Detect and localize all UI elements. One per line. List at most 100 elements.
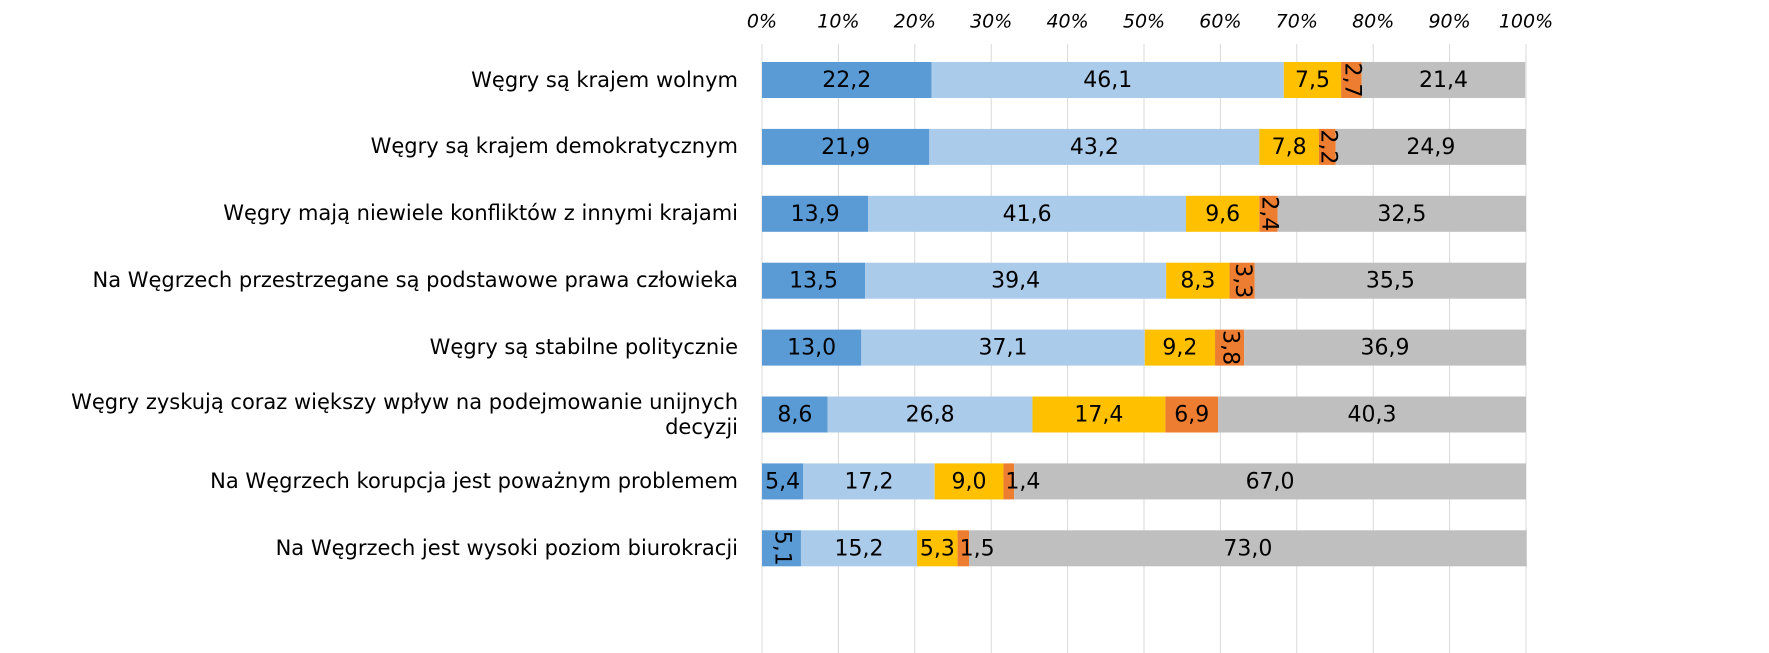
bar-segment	[762, 530, 801, 567]
bar-segment	[929, 128, 1260, 165]
data-label: 13,9	[791, 202, 840, 227]
data-label: 8,3	[1180, 269, 1215, 294]
x-tick-label: 70%	[1276, 11, 1318, 33]
category-label: Węgry mają niewiele konfliktów z innymi …	[223, 201, 738, 226]
x-tick-label: 60%	[1199, 11, 1241, 33]
data-label: 6,9	[1174, 403, 1209, 428]
bar-segment	[762, 62, 932, 98]
x-tick-label: 90%	[1428, 11, 1470, 33]
bar-segment	[1341, 62, 1362, 98]
bar-segment	[803, 463, 935, 500]
x-tick-label: 0%	[747, 11, 777, 33]
data-label: 1,5	[960, 536, 995, 561]
data-label: 24,9	[1406, 135, 1455, 160]
bar-segment	[1166, 262, 1230, 299]
data-label: 17,4	[1074, 403, 1123, 428]
data-label: 5,4	[765, 469, 800, 494]
bar-segment	[762, 195, 869, 232]
bar-segment	[1277, 195, 1526, 232]
data-label: 40,3	[1348, 403, 1397, 428]
bar-segment	[1283, 62, 1342, 98]
bar-segment	[1335, 128, 1526, 165]
bar-segment	[762, 463, 804, 500]
category-label: Węgry są krajem demokratycznym	[370, 134, 738, 159]
category-label: Węgry są krajem wolnym	[471, 67, 738, 92]
x-tick-label: 50%	[1123, 11, 1165, 33]
bar-segment	[1259, 128, 1319, 165]
bar-segment	[762, 128, 930, 165]
bar-segment	[1215, 329, 1245, 366]
bar-segment	[762, 396, 828, 433]
data-label: 9,6	[1205, 202, 1240, 227]
data-label: 7,5	[1295, 68, 1330, 93]
data-label: 13,0	[787, 336, 836, 361]
data-label: 21,9	[821, 135, 870, 160]
bar-segment	[1014, 463, 1526, 500]
data-label: 2,2	[1315, 129, 1340, 164]
data-label: 2,4	[1257, 196, 1282, 231]
x-tick-label: 80%	[1352, 11, 1394, 33]
data-label: 43,2	[1070, 135, 1119, 160]
data-label: 32,5	[1377, 202, 1426, 227]
bar-segment	[957, 530, 970, 567]
data-label: 17,2	[844, 469, 893, 494]
x-tick-label: 40%	[1046, 11, 1088, 33]
x-tick-label: 100%	[1499, 11, 1553, 33]
data-label: 41,6	[1003, 202, 1052, 227]
data-label: 2,7	[1339, 63, 1364, 98]
bar-segment	[1254, 262, 1526, 299]
bar-segment	[800, 530, 918, 567]
bar-segment	[861, 329, 1145, 366]
data-label: 9,0	[952, 469, 987, 494]
data-label: 7,8	[1272, 135, 1307, 160]
bar-segment	[827, 396, 1033, 433]
category-label: Na Węgrzech jest wysoki poziom biurokrac…	[275, 535, 738, 560]
labels: 22,2 46,1 7,5 2,7 21,4 21,9 43,2 7,8 2,2 24,9 13,9…	[765, 63, 1468, 566]
bar-segment	[1032, 396, 1166, 433]
data-label: 35,5	[1366, 269, 1415, 294]
data-label: 36,9	[1361, 336, 1410, 361]
bars	[762, 62, 1527, 567]
data-label: 5,3	[920, 536, 955, 561]
bar-segment	[1259, 195, 1278, 232]
bar-segment	[868, 195, 1187, 232]
data-label: 13,5	[789, 269, 838, 294]
data-label: 39,4	[991, 269, 1040, 294]
data-label: 5,1	[769, 531, 794, 566]
bar-segment	[1165, 396, 1219, 433]
bar-segment	[917, 530, 958, 567]
x-tick-label: 20%	[894, 11, 936, 33]
bar-segment	[865, 262, 1167, 299]
category-label: Węgry są stabilne politycznie	[429, 335, 738, 360]
bar-segment	[762, 329, 862, 366]
bar-segment	[1003, 463, 1015, 500]
data-label: 8,6	[777, 403, 812, 428]
data-label: 3,3	[1230, 263, 1255, 298]
bar-segment	[931, 62, 1284, 98]
bar-segment	[1144, 329, 1216, 366]
data-label: 67,0	[1246, 469, 1295, 494]
bar-segment	[1318, 128, 1336, 165]
data-label: 46,1	[1083, 68, 1132, 93]
bar-segment	[1186, 195, 1260, 232]
data-label: 15,2	[835, 536, 884, 561]
x-tick-label: 10%	[817, 11, 859, 33]
data-label: 26,8	[906, 403, 955, 428]
bar-segment	[934, 463, 1004, 500]
category-label: Na Węgrzech korupcja jest poważnym probl…	[210, 468, 738, 493]
bar-segment	[1361, 62, 1526, 98]
data-label: 37,1	[979, 336, 1028, 361]
x-tick-label: 30%	[970, 11, 1012, 33]
data-label: 9,2	[1162, 336, 1197, 361]
bar-segment	[1229, 262, 1255, 299]
data-label: 73,0	[1223, 536, 1272, 561]
data-label: 22,2	[822, 68, 871, 93]
data-label: 1,4	[1005, 469, 1040, 494]
bar-segment	[969, 530, 1527, 567]
category-label: Węgry zyskują coraz większy wpływ na pod…	[71, 389, 738, 439]
bar-segment	[1218, 396, 1526, 433]
bar-segment	[762, 262, 866, 299]
bar-segment	[1244, 329, 1526, 366]
